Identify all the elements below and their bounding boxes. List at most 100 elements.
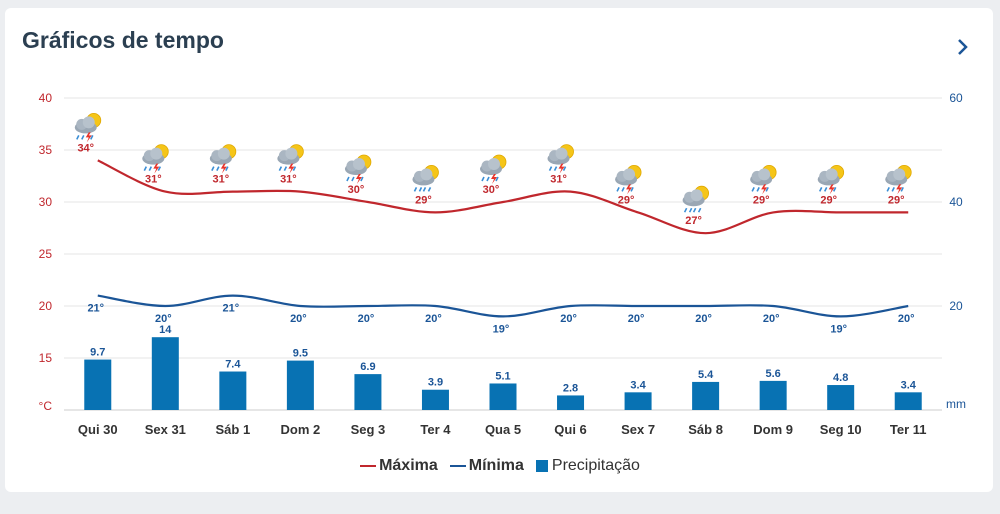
rain-icon <box>682 185 710 213</box>
legend-precip-swatch <box>535 460 548 472</box>
x-category-label: Ter 4 <box>420 422 451 437</box>
min-temp-label: 20° <box>763 313 780 325</box>
storm-icon <box>74 113 102 143</box>
x-category-label: Sáb 1 <box>216 422 251 437</box>
precip-bar <box>84 359 112 410</box>
y-right-unit: mm <box>946 397 966 411</box>
min-temp-label: 20° <box>290 313 307 325</box>
x-category-label: Qui 30 <box>78 422 118 437</box>
x-category-label: Qua 5 <box>485 422 521 437</box>
chevron-right-icon[interactable] <box>955 36 971 58</box>
x-category-label: Dom 2 <box>281 422 321 437</box>
precip-bar <box>489 383 517 410</box>
storm-icon <box>142 144 169 174</box>
min-temp-label: 20° <box>695 313 712 325</box>
storm-icon <box>209 144 237 174</box>
precip-bar <box>219 371 247 410</box>
y-right-tick-label: 60 <box>949 91 963 105</box>
precip-bar <box>421 389 449 410</box>
x-category-label: Sáb 8 <box>688 422 723 437</box>
max-temp-label: 27° <box>685 215 702 227</box>
precip-bar-label: 5.6 <box>766 368 781 380</box>
precip-bar <box>624 392 652 410</box>
precip-bar <box>894 392 922 410</box>
precip-bar <box>286 360 314 410</box>
y-left-tick-label: 30 <box>39 195 53 209</box>
x-category-label: Qui 6 <box>554 422 587 437</box>
max-temp-label: 31° <box>213 174 230 186</box>
max-temp-label: 34° <box>77 142 94 154</box>
max-temp-line <box>97 159 909 235</box>
legend-min-label: Mínima <box>468 457 524 474</box>
page-title: Gráficos de tempo <box>22 27 224 53</box>
min-temp-label: 19° <box>493 323 510 335</box>
x-category-label: Dom 9 <box>753 422 793 437</box>
legend-max-swatch <box>360 465 377 467</box>
y-right-tick-label: 20 <box>949 299 963 313</box>
legend-min[interactable]: Mínima <box>449 457 524 475</box>
y-left-tick-label: 20 <box>39 299 53 313</box>
precip-bar-label: 5.4 <box>698 369 714 381</box>
max-temp-label: 29° <box>888 194 905 206</box>
x-category-label: Seg 3 <box>351 422 386 437</box>
precip-bar-label: 7.4 <box>225 359 241 371</box>
precip-bar-label: 3.9 <box>428 377 443 389</box>
min-temp-line <box>97 294 909 318</box>
legend-max-label: Máxima <box>379 457 438 474</box>
max-temp-label: 30° <box>483 184 500 196</box>
y-left-tick-label: 15 <box>39 351 53 365</box>
max-temp-label: 29° <box>415 194 432 206</box>
storm-icon <box>615 164 642 195</box>
max-temp-label: 29° <box>820 194 837 206</box>
min-temp-label: 20° <box>155 313 172 325</box>
legend-min-swatch <box>449 465 466 467</box>
legend-max[interactable]: Máxima <box>360 457 438 475</box>
precip-bar-label: 3.4 <box>630 379 646 391</box>
x-category-label: Sex 31 <box>145 422 186 437</box>
storm-icon <box>817 164 845 195</box>
min-temp-label: 20° <box>425 313 442 325</box>
precip-bar-label: 14 <box>159 324 172 336</box>
chart-legend: Máxima Mínima Precipitação <box>0 457 1000 475</box>
y-left-unit: °C <box>39 399 53 413</box>
x-category-label: Seg 10 <box>820 422 862 437</box>
min-temp-label: 21° <box>87 303 104 315</box>
max-temp-label: 31° <box>550 174 567 186</box>
precip-bar-label: 3.4 <box>901 379 917 391</box>
precip-bar-label: 2.8 <box>563 382 578 394</box>
precip-bar <box>759 380 787 410</box>
storm-icon <box>277 144 304 174</box>
legend-precip[interactable]: Precipitação <box>535 457 640 475</box>
precip-bar <box>692 381 720 410</box>
storm-icon <box>344 154 372 184</box>
precip-bar-label: 9.5 <box>293 348 308 360</box>
storm-icon <box>750 164 777 195</box>
min-temp-label: 20° <box>358 313 375 325</box>
precip-bar <box>827 385 855 410</box>
max-temp-label: 29° <box>753 194 770 206</box>
max-temp-label: 30° <box>348 184 365 196</box>
precip-bar-label: 6.9 <box>360 361 375 373</box>
min-temp-label: 20° <box>560 313 577 325</box>
min-temp-label: 19° <box>830 323 847 335</box>
x-category-label: Ter 11 <box>890 422 927 437</box>
rain-icon <box>412 164 439 192</box>
y-left-tick-label: 40 <box>39 91 53 105</box>
max-temp-label: 31° <box>280 174 297 186</box>
storm-icon <box>885 164 912 195</box>
weather-chart-card <box>5 8 993 492</box>
y-right-tick-label: 40 <box>949 195 963 209</box>
y-left-tick-label: 35 <box>39 143 53 157</box>
min-temp-label: 21° <box>223 303 240 315</box>
min-temp-label: 20° <box>898 313 915 325</box>
storm-icon <box>480 154 507 184</box>
precip-bar-label: 9.7 <box>90 347 105 359</box>
precip-bar-label: 5.1 <box>495 370 510 382</box>
precip-bar-label: 4.8 <box>833 372 848 384</box>
x-category-label: Sex 7 <box>621 422 655 437</box>
storm-icon <box>547 144 574 174</box>
y-left-tick-label: 25 <box>39 247 53 261</box>
precip-bar <box>354 374 382 410</box>
min-temp-label: 20° <box>628 313 645 325</box>
